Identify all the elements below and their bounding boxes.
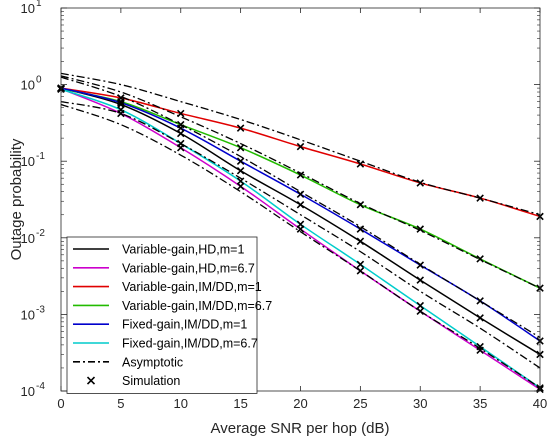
simulation-marker [176,124,185,132]
legend-entry-label: Variable-gain,HD,m=6.7 [122,261,255,275]
simulation-marker [416,225,425,233]
x-tick-label: 30 [413,396,427,411]
y-tick-label: 10 [21,384,35,399]
simulation-marker [476,297,484,305]
x-axis-label: Average SNR per hop (dB) [211,420,390,437]
simulation-marker [236,177,245,185]
simulation-marker [356,237,365,246]
simulation-marker [236,167,245,175]
series-line-8 [60,75,541,289]
simulation-marker [296,171,305,179]
simulation-marker [176,139,185,148]
simulation-marker [416,276,425,284]
y-tick-label-exponent: -1 [36,151,45,162]
simulation-marker [296,220,305,229]
y-tick-label-exponent: 1 [36,0,42,9]
legend-entry-label: Variable-gain,IM/DD,m=6.7 [122,299,272,313]
simulation-marker [356,200,365,209]
legend-entry-label: Variable-gain,IM/DD,m=1 [122,280,262,294]
simulation-marker [416,261,425,269]
legend-entry-label: Fixed-gain,IM/DD,m=1 [122,318,247,332]
legend-entry-label: Simulation [122,374,180,388]
legend-swatch [86,376,96,385]
x-tick-label: 15 [233,396,247,411]
series-line-11 [60,103,541,389]
simulation-marker [356,160,365,168]
simulation-marker [476,314,484,322]
y-tick-label-exponent: -3 [36,304,45,315]
simulation-marker [416,179,425,187]
y-tick-label: 10 [21,1,35,16]
simulation-marker [296,190,305,199]
simulation-marker [476,342,484,351]
simulation-marker [176,109,185,118]
plot-frame [60,7,541,392]
simulation-marker [296,200,305,209]
y-tick-label: 10 [21,154,35,169]
legend-entry-label: Variable-gain,HD,m=1 [122,243,244,257]
simulation-marker [117,98,125,107]
simulation-marker [476,255,484,263]
x-tick-label: 5 [117,396,124,411]
y-tick-label: 10 [21,231,35,246]
x-tick-label: 25 [353,396,367,411]
x-tick-label: 20 [293,396,307,411]
x-tick-label: 35 [473,396,487,411]
legend-box [66,236,258,394]
y-tick-label: 10 [21,307,35,322]
simulation-marker [476,194,484,202]
simulation-marker [236,157,245,165]
simulation-marker [236,143,245,152]
y-tick-label-exponent: -2 [36,228,45,239]
y-axis-label: Outage probability [8,138,25,260]
legend-entry-label: Fixed-gain,IM/DD,m=6.7 [122,337,258,351]
simulation-marker [356,267,365,275]
series-line-10 [60,100,541,369]
simulation-marker [356,260,365,269]
simulation-marker [416,301,425,310]
y-tick-label-exponent: 0 [36,75,42,86]
x-tick-label: 10 [174,396,188,411]
simulation-marker [117,105,125,114]
x-tick-label: 40 [533,396,547,411]
y-tick-label-exponent: -4 [36,381,45,392]
simulation-marker [356,225,365,233]
legend: Variable-gain,HD,m=1 Variable-gain,HD,m=6… [66,236,272,394]
series-line-7 [60,72,541,216]
legend-entry-label: Asymptotic [122,355,183,369]
simulation-marker [296,142,305,151]
x-tick-label: 0 [57,396,64,411]
simulation-marker [416,307,425,315]
simulation-marker [236,124,245,132]
y-tick-label: 10 [21,78,35,93]
